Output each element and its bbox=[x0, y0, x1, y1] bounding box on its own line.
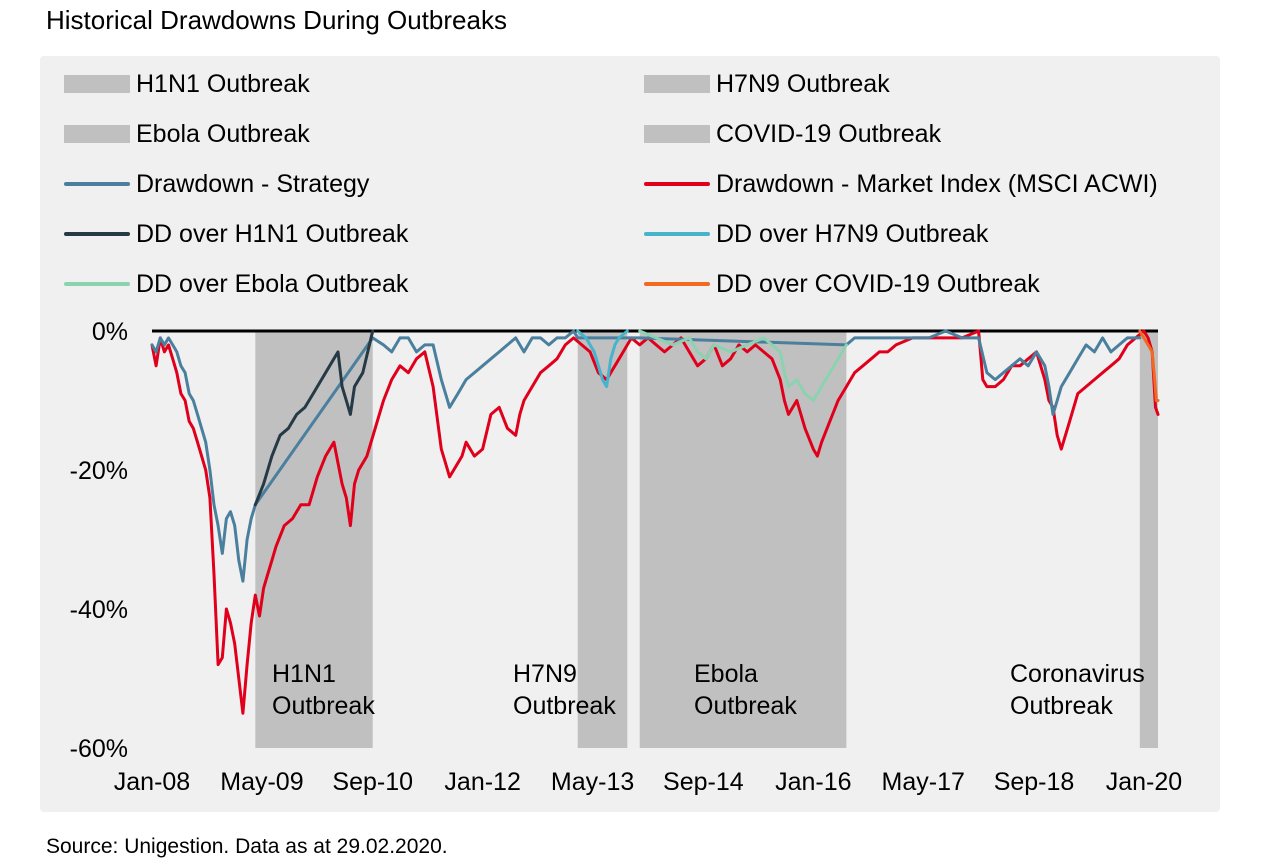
legend-swatch bbox=[644, 232, 710, 236]
legend-swatch bbox=[644, 182, 710, 186]
legend-label: DD over H7N9 Outbreak bbox=[716, 220, 989, 248]
x-tick-label: May-17 bbox=[882, 768, 965, 796]
series-line-drawdown-market-index-msci-acwi bbox=[150, 329, 1160, 715]
shaded-period-covid-19-outbreak bbox=[1139, 331, 1158, 748]
annotation-ebola-outbreak: Outbreak bbox=[694, 692, 797, 720]
series-line-dd-over-h1n1-outbreak bbox=[253, 329, 375, 507]
x-tick-label: Sep-10 bbox=[332, 768, 413, 796]
legend-item-dd-over-h1n1-outbreak: DD over H1N1 Outbreak bbox=[64, 218, 624, 250]
chart-panel: H1N1 Outbreak H7N9 Outbreak Ebola Outbreak… bbox=[40, 56, 1220, 812]
legend-label: Drawdown - Market Index (MSCI ACWI) bbox=[716, 170, 1158, 198]
legend-swatch bbox=[64, 125, 130, 143]
x-tick-label: May-09 bbox=[220, 768, 303, 796]
legend-swatch bbox=[64, 182, 130, 186]
legend-item-drawdown-strategy: Drawdown - Strategy bbox=[64, 168, 624, 200]
legend-label: Drawdown - Strategy bbox=[136, 170, 370, 198]
legend-swatch bbox=[644, 75, 710, 93]
x-tick-label: Jan-20 bbox=[1106, 768, 1182, 796]
legend-label: Ebola Outbreak bbox=[136, 120, 310, 148]
y-tick-label: 0% bbox=[92, 318, 128, 346]
y-tick-label: -40% bbox=[70, 596, 128, 624]
legend-swatch bbox=[64, 282, 130, 286]
x-tick-label: Sep-18 bbox=[994, 768, 1075, 796]
legend-label: COVID-19 Outbreak bbox=[716, 120, 942, 148]
source-note: Source: Unigestion. Data as at 29.02.202… bbox=[46, 835, 448, 858]
legend-item-h7n9-outbreak: H7N9 Outbreak bbox=[644, 68, 1198, 100]
legend-label: H7N9 Outbreak bbox=[716, 70, 890, 98]
annotation-h7n9-outbreak: H7N9 bbox=[513, 660, 577, 688]
chart-title: Historical Drawdowns During Outbreaks bbox=[46, 5, 507, 35]
series-line-dd-over-covid-19-outbreak bbox=[1138, 329, 1160, 402]
shaded-period-h7n9-outbreak bbox=[577, 331, 628, 748]
annotation-h1n1-outbreak: H1N1 bbox=[272, 660, 336, 688]
legend-item-dd-over-ebola-outbreak: DD over Ebola Outbreak bbox=[64, 268, 624, 300]
legend-item-h1n1-outbreak: H1N1 Outbreak bbox=[64, 68, 624, 100]
series-line-dd-over-h7n9-outbreak bbox=[576, 329, 629, 389]
legend-label: DD over H1N1 Outbreak bbox=[136, 220, 409, 248]
legend-swatch bbox=[64, 75, 130, 93]
legend-item-dd-over-h7n9-outbreak: DD over H7N9 Outbreak bbox=[644, 218, 1198, 250]
series-line-dd-over-ebola-outbreak bbox=[638, 329, 848, 402]
series-line-drawdown-strategy bbox=[150, 329, 1142, 583]
legend-item-ebola-outbreak: Ebola Outbreak bbox=[64, 118, 624, 150]
y-tick-label: -20% bbox=[70, 457, 128, 485]
x-tick-label: Sep-14 bbox=[663, 768, 744, 796]
annotation-covid-19-outbreak: Outbreak bbox=[1010, 692, 1113, 720]
legend-swatch bbox=[644, 282, 710, 286]
legend-swatch bbox=[64, 232, 130, 236]
annotation-h7n9-outbreak: Outbreak bbox=[513, 692, 616, 720]
legend-item-covid-19-outbreak: COVID-19 Outbreak bbox=[644, 118, 1198, 150]
x-tick-label: May-13 bbox=[551, 768, 634, 796]
legend-item-drawdown-market-index-msci-acwi: Drawdown - Market Index (MSCI ACWI) bbox=[644, 168, 1198, 200]
legend-item-dd-over-covid-19-outbreak: DD over COVID-19 Outbreak bbox=[644, 268, 1198, 300]
annotation-covid-19-outbreak: Coronavirus bbox=[1010, 660, 1145, 688]
x-tick-label: Jan-16 bbox=[775, 768, 851, 796]
x-tick-label: Jan-12 bbox=[444, 768, 520, 796]
x-tick-label: Jan-08 bbox=[114, 768, 190, 796]
annotation-h1n1-outbreak: Outbreak bbox=[272, 692, 375, 720]
legend-label: DD over Ebola Outbreak bbox=[136, 270, 409, 298]
y-tick-label: -60% bbox=[70, 735, 128, 763]
annotation-ebola-outbreak: Ebola bbox=[694, 660, 758, 688]
legend-label: DD over COVID-19 Outbreak bbox=[716, 270, 1040, 298]
legend-label: H1N1 Outbreak bbox=[136, 70, 310, 98]
legend-swatch bbox=[644, 125, 710, 143]
